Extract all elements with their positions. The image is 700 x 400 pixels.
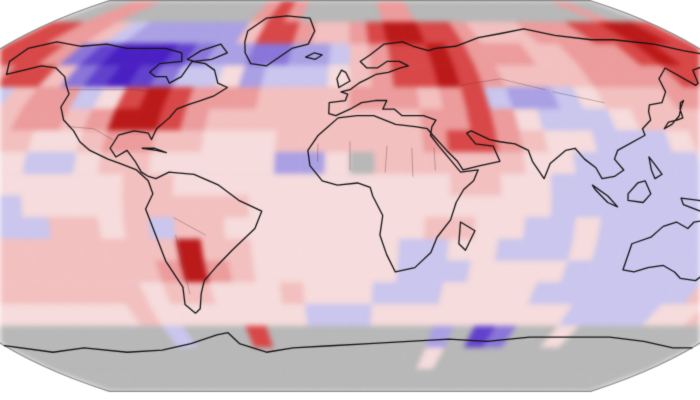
world-temperature-anomaly-map xyxy=(0,0,700,400)
map-figure xyxy=(0,0,700,400)
